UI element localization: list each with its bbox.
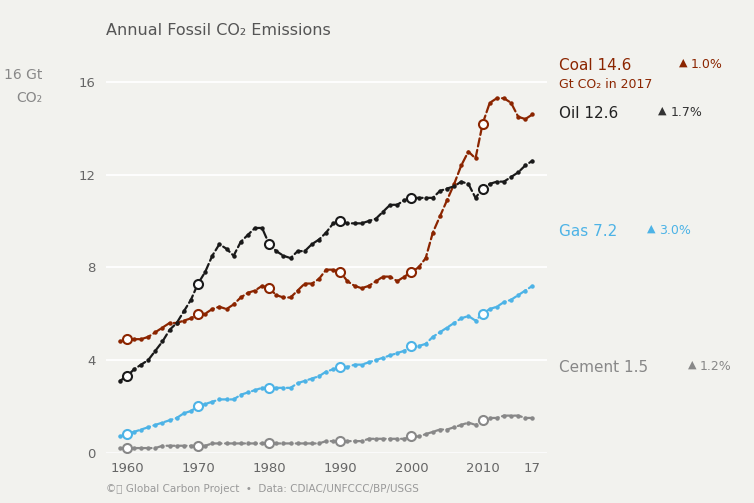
Text: ▲: ▲ xyxy=(647,224,655,234)
Text: ▲: ▲ xyxy=(679,58,687,68)
Text: Annual Fossil CO₂ Emissions: Annual Fossil CO₂ Emissions xyxy=(106,23,330,38)
Text: 1.0%: 1.0% xyxy=(691,58,722,71)
Text: Oil 12.6: Oil 12.6 xyxy=(559,106,624,121)
Text: ©Ⓡ Global Carbon Project  •  Data: CDIAC/UNFCCC/BP/USGS: ©Ⓡ Global Carbon Project • Data: CDIAC/U… xyxy=(106,484,418,494)
Text: Cement 1.5: Cement 1.5 xyxy=(559,360,654,375)
Text: CO₂: CO₂ xyxy=(17,91,43,105)
Text: ▲: ▲ xyxy=(688,360,696,370)
Text: Gt CO₂ in 2017: Gt CO₂ in 2017 xyxy=(559,78,653,91)
Text: 3.0%: 3.0% xyxy=(659,224,691,237)
Text: Coal 14.6: Coal 14.6 xyxy=(559,58,636,73)
Text: ▲: ▲ xyxy=(658,106,667,116)
Text: Gas 7.2: Gas 7.2 xyxy=(559,224,623,239)
Text: 16 Gt: 16 Gt xyxy=(4,68,42,82)
Text: 1.2%: 1.2% xyxy=(700,360,731,373)
Text: 1.7%: 1.7% xyxy=(670,106,702,119)
